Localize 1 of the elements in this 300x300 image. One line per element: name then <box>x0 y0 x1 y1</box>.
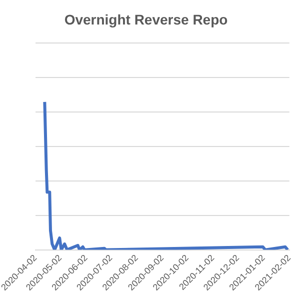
chart-title: Overnight Reverse Repo <box>64 11 228 28</box>
